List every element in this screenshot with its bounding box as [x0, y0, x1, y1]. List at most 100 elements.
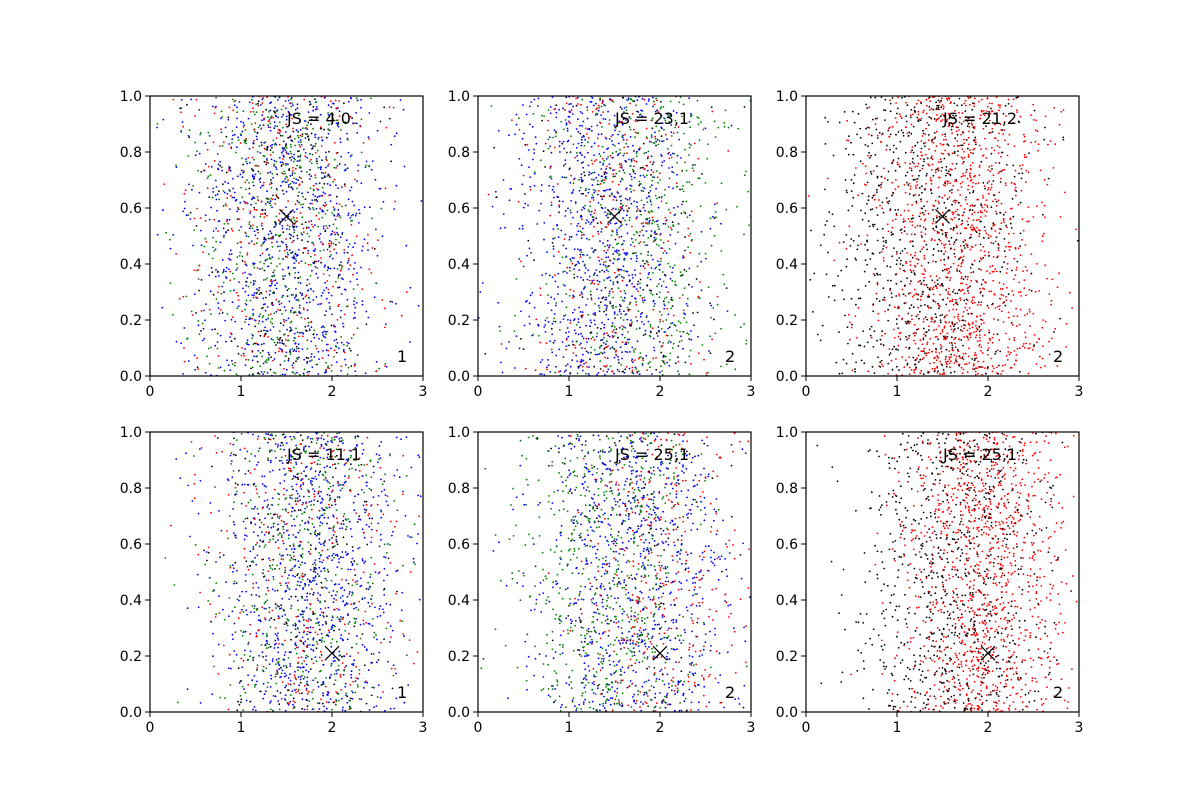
- scatter-point: [324, 176, 326, 179]
- scatter-point: [579, 364, 582, 367]
- scatter-point: [252, 142, 255, 145]
- scatter-point: [632, 157, 635, 160]
- scatter-point: [268, 202, 271, 205]
- x-tick-label: 1: [237, 384, 246, 400]
- scatter-point: [948, 287, 950, 290]
- scatter-point: [349, 217, 352, 219]
- scatter-point: [552, 245, 555, 248]
- scatter-point: [973, 147, 976, 150]
- scatter-point: [668, 121, 671, 123]
- scatter-point: [642, 174, 645, 177]
- scatter-point: [212, 236, 215, 239]
- scatter-point: [875, 206, 878, 209]
- scatter-point: [597, 180, 599, 182]
- scatter-point: [295, 294, 298, 296]
- scatter-point: [980, 268, 982, 271]
- scatter-point: [659, 239, 662, 241]
- scatter-point: [651, 373, 653, 375]
- scatter-point: [549, 145, 551, 148]
- scatter-point: [629, 188, 632, 191]
- scatter-point: [659, 107, 662, 110]
- scatter-point: [882, 365, 884, 367]
- scatter-point: [1042, 319, 1045, 321]
- scatter-point: [311, 207, 314, 209]
- scatter-point: [261, 222, 263, 225]
- scatter-point: [563, 238, 566, 241]
- scatter-point: [162, 209, 164, 212]
- scatter-point: [271, 143, 274, 146]
- scatter-point: [670, 156, 673, 159]
- scatter-point: [629, 98, 632, 100]
- scatter-point: [248, 318, 251, 321]
- scatter-point: [187, 155, 190, 157]
- scatter-point: [913, 254, 916, 257]
- scatter-point: [975, 219, 978, 222]
- scatter-point: [565, 365, 567, 367]
- scatter-point: [210, 165, 213, 168]
- scatter-point: [652, 300, 655, 303]
- x-tick-label: 1: [565, 384, 574, 400]
- scatter-point: [716, 202, 719, 205]
- scatter-point: [575, 233, 578, 236]
- scatter-point: [529, 185, 532, 188]
- scatter-point: [699, 281, 701, 283]
- scatter-point: [920, 154, 923, 157]
- scatter-point: [965, 171, 967, 174]
- scatter-point: [585, 337, 588, 340]
- scatter-point: [601, 338, 604, 341]
- scatter-point: [266, 96, 268, 99]
- scatter-point: [998, 281, 1001, 284]
- scatter-point: [524, 367, 527, 370]
- scatter-point: [198, 333, 201, 336]
- scatter-point: [1000, 155, 1002, 158]
- scatter-point: [279, 322, 282, 325]
- scatter-point: [942, 105, 945, 108]
- scatter-point: [629, 323, 631, 326]
- scatter-point: [339, 137, 342, 140]
- scatter-point: [978, 345, 981, 347]
- scatter-point: [887, 230, 890, 233]
- scatter-point: [671, 271, 673, 274]
- scatter-point: [739, 326, 742, 329]
- scatter-point: [390, 143, 393, 146]
- scatter-point: [592, 196, 595, 199]
- scatter-point: [569, 151, 572, 154]
- scatter-point: [573, 248, 576, 251]
- scatter-point: [607, 223, 610, 226]
- scatter-point: [216, 332, 219, 335]
- x-tick-label: 0: [146, 384, 155, 400]
- scatter-point: [225, 220, 228, 223]
- scatter-point: [697, 335, 699, 338]
- scatter-point: [577, 130, 580, 133]
- scatter-point: [199, 217, 202, 220]
- scatter-point: [253, 342, 256, 345]
- scatter-point: [296, 164, 298, 167]
- scatter-point: [593, 154, 595, 157]
- scatter-point: [574, 156, 577, 159]
- scatter-point: [967, 188, 969, 191]
- scatter-point: [350, 337, 353, 340]
- scatter-point: [328, 150, 330, 153]
- scatter-point: [672, 314, 675, 317]
- scatter-point: [623, 107, 626, 109]
- scatter-point: [1014, 169, 1017, 172]
- scatter-point: [558, 371, 560, 373]
- scatter-point: [990, 186, 993, 189]
- scatter-point: [271, 322, 274, 325]
- scatter-point: [710, 316, 712, 319]
- scatter-point: [955, 308, 958, 311]
- scatter-point: [259, 313, 261, 315]
- scatter-point: [325, 331, 327, 333]
- scatter-point: [614, 129, 616, 132]
- scatter-point: [334, 99, 337, 102]
- scatter-point: [252, 178, 255, 180]
- scatter-point: [598, 280, 601, 283]
- scatter-point: [590, 321, 593, 324]
- scatter-point: [958, 319, 961, 322]
- scatter-point: [651, 216, 654, 219]
- scatter-point: [356, 327, 359, 330]
- scatter-point: [494, 190, 497, 193]
- scatter-point: [222, 281, 225, 284]
- scatter-point: [596, 279, 599, 282]
- scatter-point: [898, 332, 901, 335]
